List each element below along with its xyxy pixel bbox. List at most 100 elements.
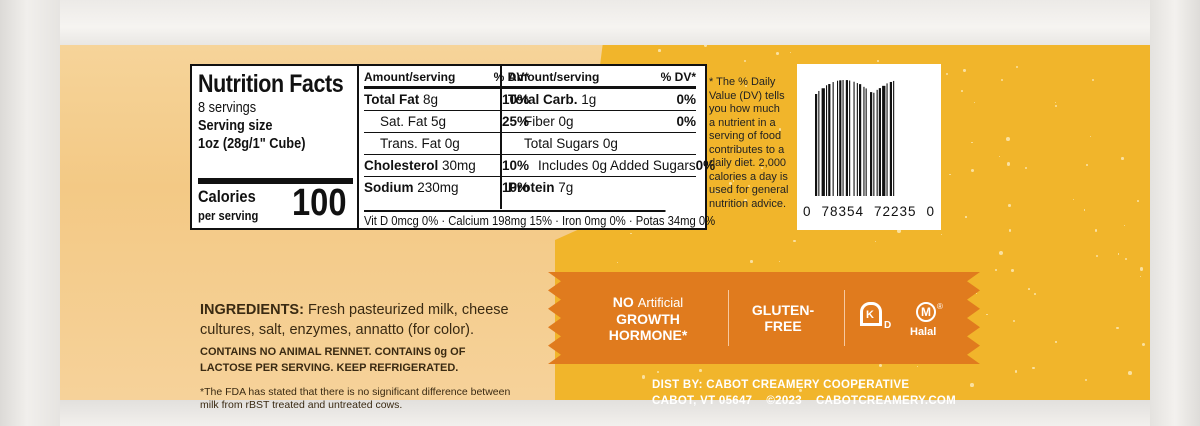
barcode-bar <box>856 83 858 196</box>
barcode-bar <box>859 84 862 196</box>
free-label: FREE <box>764 318 802 334</box>
nutrient-amount: 7g <box>558 180 574 195</box>
barcode-bar <box>853 81 855 196</box>
barcode-bar <box>837 80 839 196</box>
nutrition-summary: Nutrition Facts 8 servings Serving size … <box>198 70 353 153</box>
nutrient-dv: 0% <box>676 114 696 129</box>
distributor-city: CABOT, VT 05647 <box>652 395 753 407</box>
nutrient-amount: 0g <box>444 136 460 151</box>
barcode-bar <box>870 92 873 196</box>
barcode-digit: 0 <box>803 204 812 219</box>
nutrient-column-1: Amount/serving % DV* Total Fat 8g 10% Sat.… <box>364 70 529 198</box>
barcode-bar <box>839 80 842 196</box>
nutrient-amount: 230mg <box>417 180 459 195</box>
barcode-bar <box>842 80 844 196</box>
dv-header: % DV* <box>660 70 696 84</box>
nutrient-row: Includes 0g Added Sugars 0% <box>508 155 715 177</box>
barcode-bar <box>815 94 818 196</box>
distributor-website: CABOTCREAMERY.COM <box>815 395 957 407</box>
barcode-bar <box>873 92 875 196</box>
divider <box>357 66 359 230</box>
ingredients-notice: CONTAINS NO ANIMAL RENNET. CONTAINS 0g O… <box>200 346 466 374</box>
halal-icon: M <box>916 302 936 322</box>
no-growth-hormone-badge: NO Artificial GROWTH HORMONE* <box>578 272 718 364</box>
ingredients-text: INGREDIENTS: Fresh pasteurized milk, che… <box>200 300 520 340</box>
nutrient-dv: 10% <box>501 180 529 195</box>
nutrient-amount: 1g <box>581 92 597 107</box>
calories-label: Calories <box>198 187 256 206</box>
nutrient-name: Sat. Fat <box>380 114 428 129</box>
nutrient-column-2: Amount/serving % DV* Total Carb. 1g 0% Fib… <box>508 70 715 198</box>
thick-rule <box>198 178 353 184</box>
kosher-icon <box>860 302 882 326</box>
barcode-bar <box>849 80 851 196</box>
barcode-bar <box>832 82 834 196</box>
nutrient-row: Trans. Fat 0g <box>364 133 529 155</box>
barcode-bar <box>863 86 865 196</box>
barcode: 0 78354 72235 0 <box>797 64 941 230</box>
amount-header: Amount/serving <box>508 70 600 84</box>
calories-value: 100 <box>292 182 347 224</box>
nutrient-row: Total Sugars 0g <box>508 133 696 155</box>
nutrient-row: Sodium 230mg 10% <box>364 177 529 198</box>
nutrient-row: Fiber 0g 0% <box>508 111 696 133</box>
nutrient-name: Protein <box>508 180 555 195</box>
hormone-label: HORMONE* <box>608 326 688 343</box>
barcode-bar <box>865 88 867 196</box>
wrapper-right-edge <box>1150 0 1200 426</box>
wrapper-left-edge <box>0 0 60 426</box>
barcode-bar <box>821 88 825 196</box>
ingredients-list: Fresh pasteurized milk, cheese cultures,… <box>200 302 509 338</box>
nutrient-name: Sodium <box>364 180 414 195</box>
ingredients-block: INGREDIENTS: Fresh pasteurized milk, che… <box>200 300 520 412</box>
artificial-label: Artificial <box>637 294 684 310</box>
nutrient-row: Total Fat 8g 10% <box>364 89 529 111</box>
nutrient-name: Trans. Fat <box>380 136 442 151</box>
nutrient-dv: 0% <box>676 92 696 107</box>
nutrient-amount: 0g <box>602 136 618 151</box>
nutrition-title: Nutrition Facts <box>198 70 344 98</box>
barcode-bar <box>878 88 881 196</box>
wrapper-top-edge <box>0 0 1200 45</box>
column-header: Amount/serving % DV* <box>364 70 529 89</box>
nutrient-name: Total Fat <box>364 92 420 107</box>
barcode-bar <box>893 80 895 196</box>
kosher-k: K <box>866 309 874 321</box>
barcode-bars <box>815 80 895 196</box>
halal-label: Halal <box>910 326 937 338</box>
dv-header: % DV* <box>493 70 529 84</box>
nutrient-amount: 5g <box>431 114 447 129</box>
registered-mark: ® <box>937 302 943 311</box>
nutrient-row: Protein 7g <box>508 177 696 198</box>
barcode-digit: 0 <box>926 204 935 219</box>
wrapper-bottom-edge <box>0 400 1200 426</box>
barcode-bar <box>886 83 888 196</box>
calories-sub: per serving <box>198 208 259 223</box>
copyright-year: ©2023 <box>766 395 802 407</box>
gluten-free-badge: GLUTEN- FREE <box>728 272 838 364</box>
barcode-bar <box>826 85 828 196</box>
barcode-bar <box>876 89 878 196</box>
fda-note: *The FDA has stated that there is no sig… <box>200 386 511 411</box>
serving-size-label: Serving size <box>198 118 273 134</box>
growth-label: GROWTH <box>616 310 680 327</box>
amount-header: Amount/serving <box>364 70 456 84</box>
barcode-bar <box>882 85 886 196</box>
micronutrients: Vit D 0mcg 0% · Calcium 198mg 15% · Iron… <box>364 210 715 230</box>
ingredients-label: INGREDIENTS: <box>200 302 304 318</box>
claims-ribbon: NO Artificial GROWTH HORMONE* GLUTEN- FR… <box>548 272 980 364</box>
barcode-bar <box>828 84 831 196</box>
nutrient-name: Total Carb. <box>508 92 578 107</box>
nutrient-name: Total Sugars <box>524 136 600 151</box>
barcode-digits: 0 78354 72235 0 <box>797 204 941 219</box>
nutrient-dv: 10% <box>501 158 529 173</box>
divider <box>728 290 729 346</box>
distributor-info: DIST BY: CABOT CREAMERY COOPERATIVE CABO… <box>652 377 956 409</box>
nutrient-row: Sat. Fat 5g 25% <box>364 111 529 133</box>
nutrient-dv: 10% <box>501 92 529 107</box>
nutrient-name: Includes 0g Added Sugars <box>538 158 696 173</box>
divider <box>844 290 845 346</box>
nutrient-row: Cholesterol 30mg 10% <box>364 155 529 177</box>
nutrient-amount: 0g <box>558 114 574 129</box>
nutrient-name: Fiber <box>524 114 555 129</box>
